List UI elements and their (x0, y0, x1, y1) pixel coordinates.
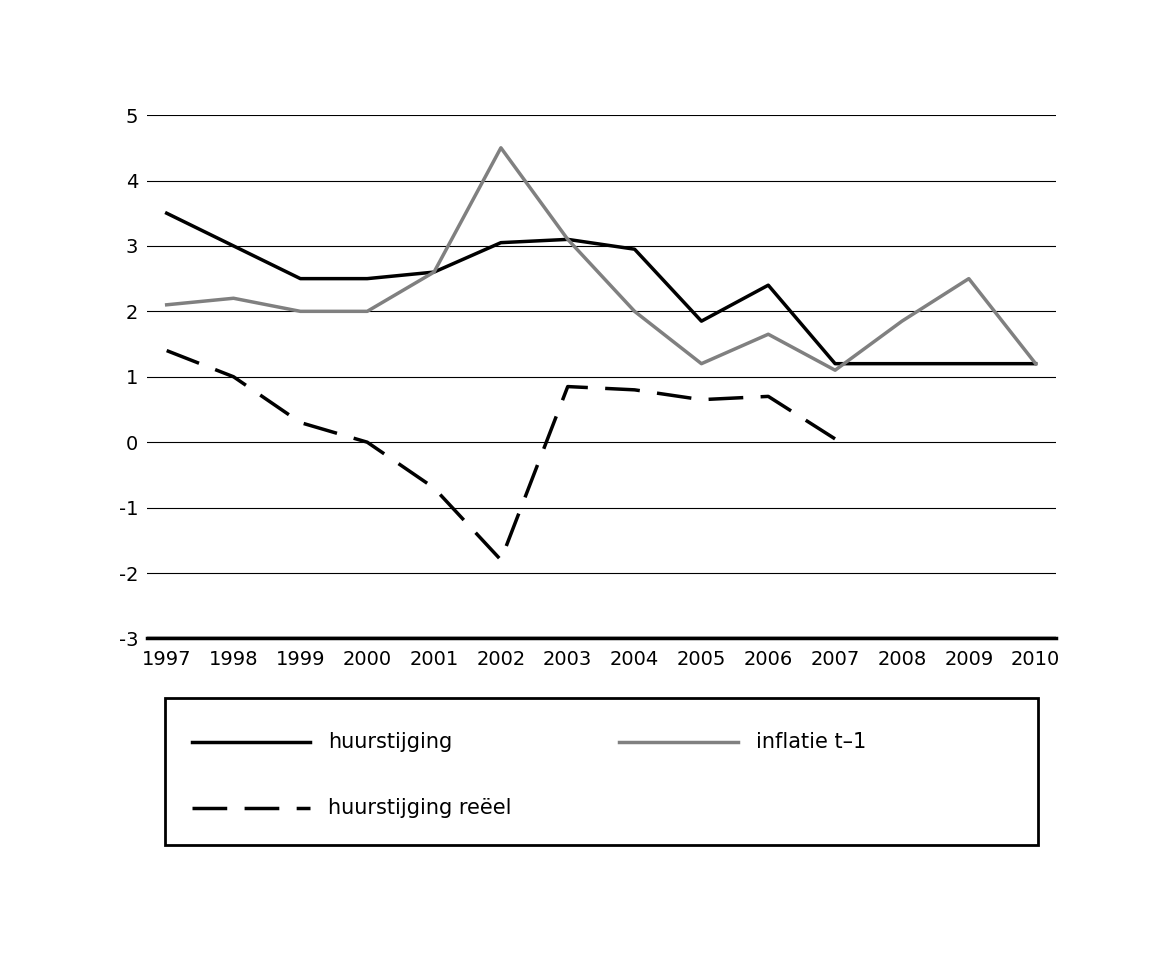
Text: huurstijging: huurstijging (328, 733, 453, 752)
Text: huurstijging reëel: huurstijging reëel (328, 798, 511, 818)
Text: inflatie t–1: inflatie t–1 (755, 733, 866, 752)
